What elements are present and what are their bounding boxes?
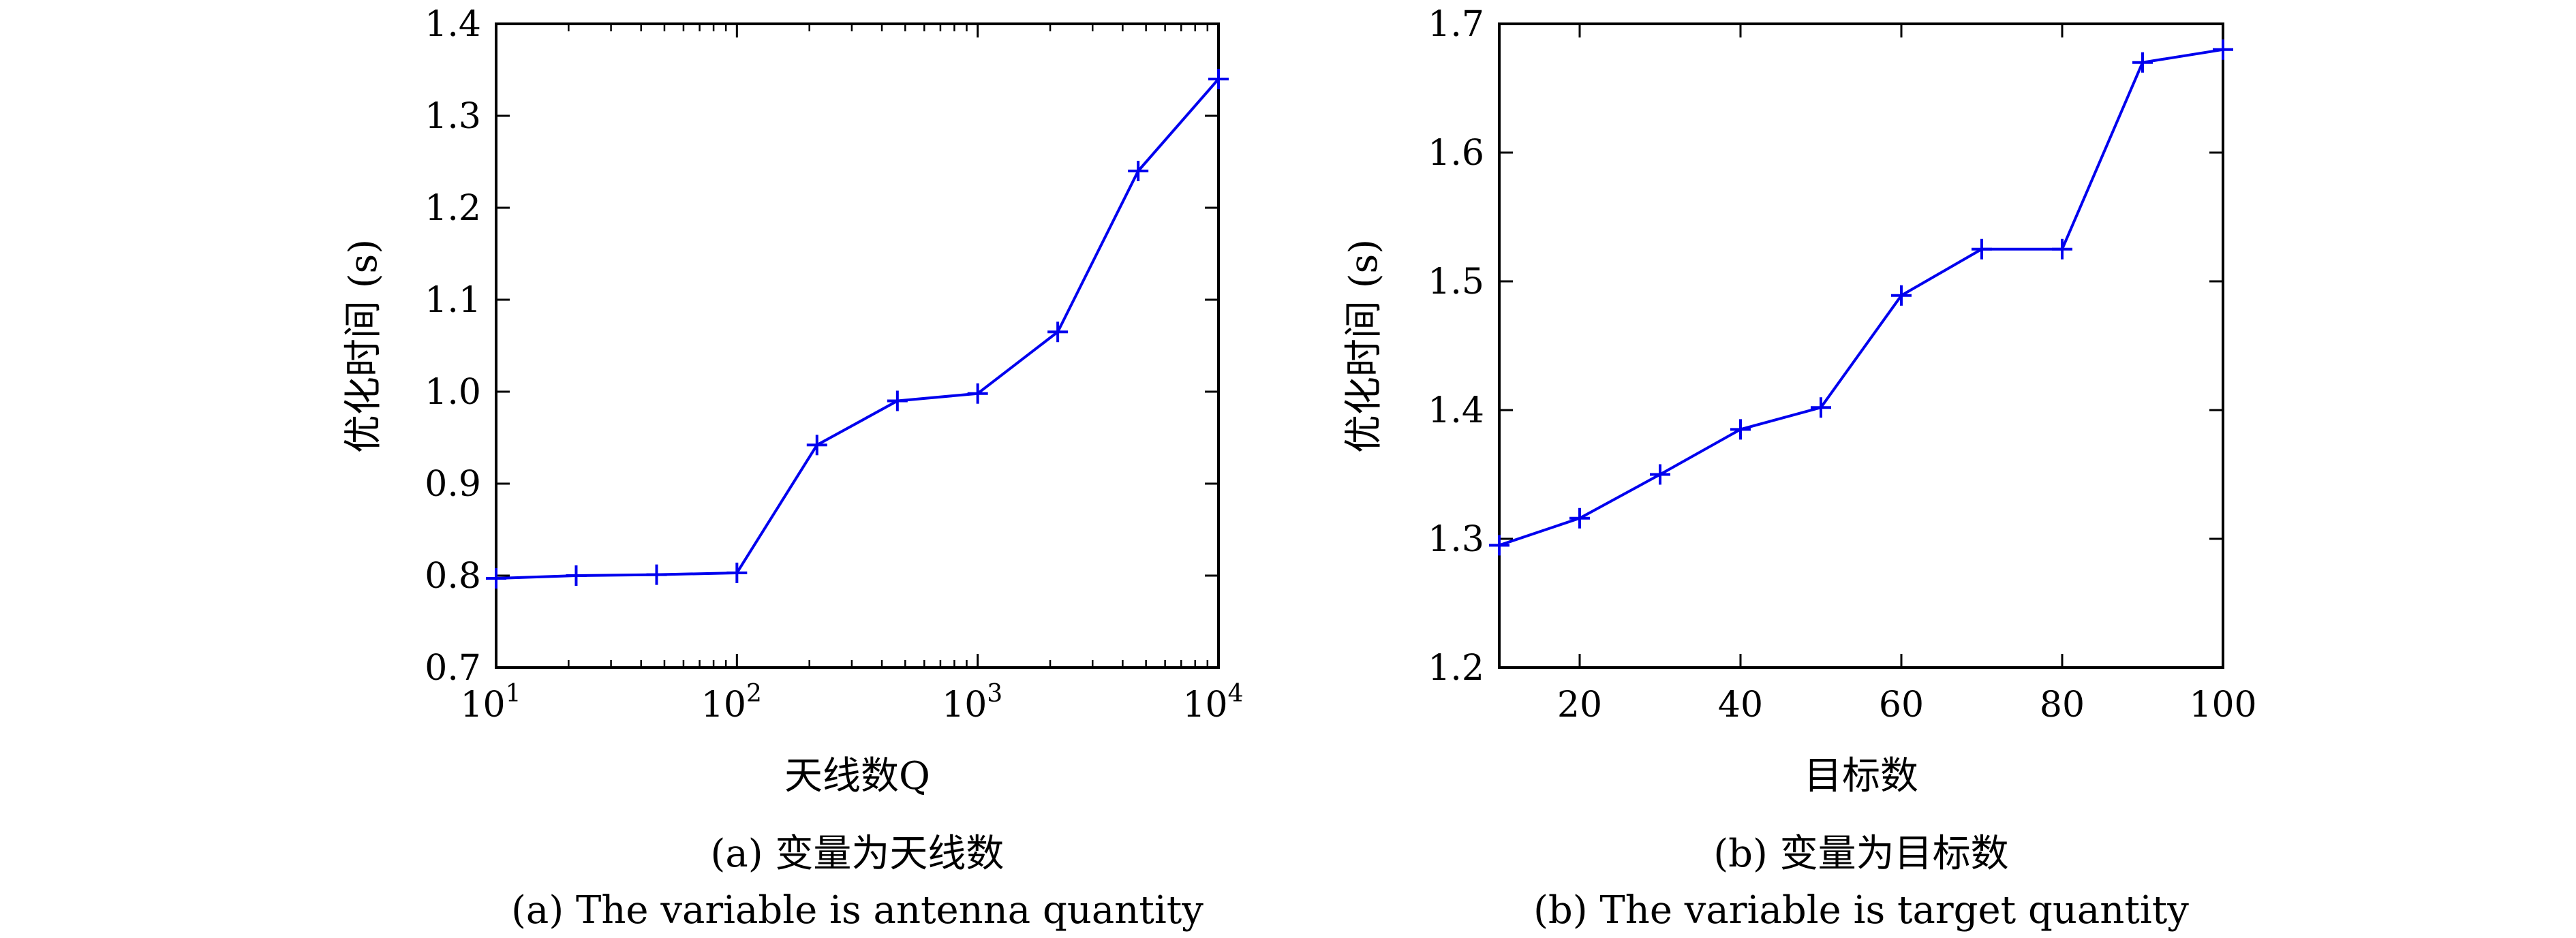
caption-en-b: (b) The variable is target quantity	[1533, 888, 2189, 933]
y-tick-label: 1.2	[1428, 648, 1484, 689]
series-line	[495, 78, 1220, 580]
y-tick-label: 1.6	[1428, 133, 1484, 174]
y-tick-label: 0.8	[425, 556, 481, 597]
y-tick-label: 0.9	[425, 464, 481, 505]
x-tick-label: 20	[1557, 685, 1602, 725]
data-point-marker	[2213, 39, 2233, 60]
x-axis-label-b: 目标数	[1804, 754, 1918, 798]
data-point-marker	[1891, 285, 1912, 306]
data-point-marker	[486, 568, 506, 589]
y-tick-label: 1.4	[1428, 390, 1484, 431]
x-tick-exponent: 2	[746, 680, 762, 708]
y-axis-label-a: 优化时间 (s)	[341, 239, 386, 453]
data-point-marker	[806, 435, 827, 456]
x-tick-labels-b: 20 40 60 80 100	[1557, 685, 2257, 725]
chart-panel-b: 20 40 60 80 100 1.2 1.3 1.4 1.5 1.6 1.7 目标数 优化时间 …	[1342, 4, 2257, 933]
x-tick-label: 103	[942, 680, 1002, 725]
plot-frame-a	[495, 22, 1220, 669]
y-tick-label: 1.3	[1428, 519, 1484, 560]
x-tick-label: 60	[1879, 685, 1924, 725]
y-tick-label: 0.7	[425, 648, 481, 689]
data-point-marker	[1972, 238, 1992, 260]
x-tick-label: 40	[1718, 685, 1763, 725]
y-tick-label: 1.4	[425, 4, 481, 45]
x-tick-base: 10	[701, 685, 746, 725]
y-axis-label-b: 优化时间 (s)	[1342, 239, 1386, 453]
y-tick-labels-b: 1.2 1.3 1.4 1.5 1.6 1.7	[1428, 4, 1484, 689]
x-tick-exponent: 1	[506, 680, 521, 708]
tick-marks-a	[495, 22, 1220, 669]
plot-frame-b	[1498, 22, 2224, 669]
y-tick-label: 1.7	[1428, 4, 1484, 45]
x-tick-label: 80	[2040, 685, 2085, 725]
data-point-marker	[1730, 419, 1751, 440]
y-tick-label: 1.2	[425, 188, 481, 229]
x-tick-labels-a: 101 102 103 104	[460, 680, 1243, 725]
data-point-marker	[1128, 161, 1149, 181]
caption-cn-a: (a) 变量为天线数	[711, 832, 1005, 876]
data-point-marker	[967, 383, 988, 404]
series-a	[486, 69, 1229, 589]
x-tick-label: 101	[460, 680, 521, 725]
data-point-marker	[1489, 535, 1509, 556]
data-point-marker	[2132, 52, 2153, 73]
x-tick-base: 10	[942, 685, 987, 725]
data-point-marker	[1208, 69, 1229, 89]
x-tick-label: 102	[701, 680, 762, 725]
series-line	[1499, 48, 2224, 547]
x-tick-base: 10	[460, 685, 505, 725]
data-point-marker	[726, 562, 748, 583]
y-tick-labels-a: 0.7 0.8 0.9 1.0 1.1 1.2 1.3 1.4	[425, 4, 481, 689]
x-axis-label-a: 天线数Q	[784, 754, 930, 798]
y-tick-label: 1.1	[425, 280, 481, 321]
chart-panel-a: 101 102 103 104 0.70.80.91.01.11.21.31.4 天线…	[341, 4, 1244, 933]
data-point-marker	[887, 390, 908, 411]
data-point-marker	[1047, 322, 1069, 343]
data-point-marker	[1811, 397, 1831, 418]
data-point-marker	[2052, 238, 2072, 260]
x-tick-exponent: 4	[1228, 680, 1244, 708]
caption-cn-b: (b) 变量为目标数	[1713, 832, 2008, 876]
y-tick-label: 1.0	[425, 372, 481, 413]
x-tick-label: 104	[1182, 680, 1243, 725]
y-tick-label: 1.5	[1428, 262, 1484, 302]
data-point-marker	[1650, 464, 1670, 485]
caption-en-a: (a) The variable is antenna quantity	[511, 888, 1203, 933]
x-tick-label: 100	[2189, 685, 2256, 725]
data-point-marker	[1569, 507, 1590, 529]
x-tick-exponent: 3	[987, 680, 1002, 708]
data-point-marker	[646, 564, 667, 585]
tick-marks-b	[1499, 22, 2224, 669]
data-point-marker	[566, 565, 587, 586]
series-b	[1489, 39, 2233, 556]
y-tick-label: 1.3	[425, 96, 481, 137]
x-tick-base: 10	[1182, 685, 1227, 725]
